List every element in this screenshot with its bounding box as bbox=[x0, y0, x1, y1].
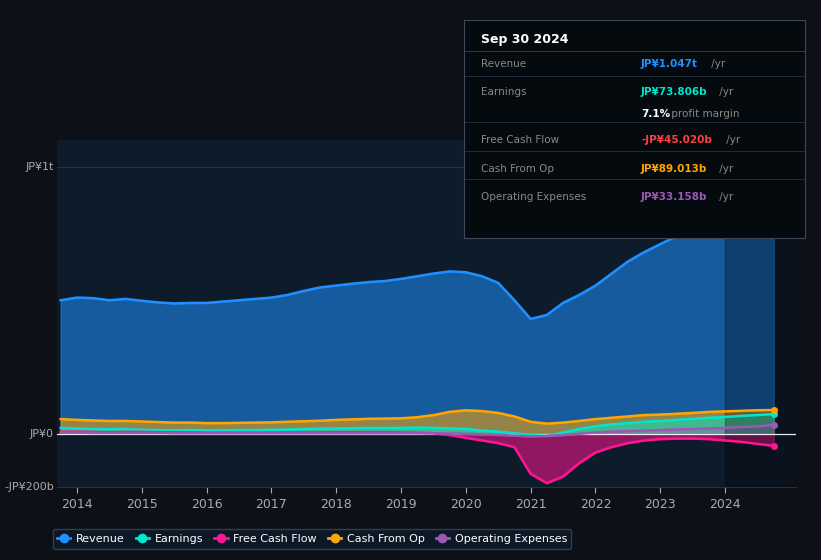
Text: -JP¥200b: -JP¥200b bbox=[4, 482, 54, 492]
Text: Earnings: Earnings bbox=[481, 87, 526, 97]
Text: Cash From Op: Cash From Op bbox=[481, 164, 554, 174]
Text: JP¥1.047t: JP¥1.047t bbox=[641, 59, 698, 69]
Text: JP¥73.806b: JP¥73.806b bbox=[641, 87, 708, 97]
Bar bbox=[725, 140, 796, 487]
Text: JP¥89.013b: JP¥89.013b bbox=[641, 164, 708, 174]
Text: profit margin: profit margin bbox=[668, 109, 740, 119]
Text: JP¥1t: JP¥1t bbox=[25, 162, 54, 172]
Text: 7.1%: 7.1% bbox=[641, 109, 670, 119]
Text: Revenue: Revenue bbox=[481, 59, 526, 69]
Text: /yr: /yr bbox=[723, 136, 741, 146]
Text: Operating Expenses: Operating Expenses bbox=[481, 192, 586, 202]
Text: /yr: /yr bbox=[716, 192, 733, 202]
Text: /yr: /yr bbox=[716, 87, 733, 97]
Text: JP¥0: JP¥0 bbox=[30, 429, 54, 439]
Text: /yr: /yr bbox=[716, 164, 733, 174]
Text: /yr: /yr bbox=[709, 59, 726, 69]
Text: Sep 30 2024: Sep 30 2024 bbox=[481, 32, 568, 46]
Text: Free Cash Flow: Free Cash Flow bbox=[481, 136, 559, 146]
Legend: Revenue, Earnings, Free Cash Flow, Cash From Op, Operating Expenses: Revenue, Earnings, Free Cash Flow, Cash … bbox=[53, 529, 571, 549]
Text: -JP¥45.020b: -JP¥45.020b bbox=[641, 136, 712, 146]
Text: JP¥33.158b: JP¥33.158b bbox=[641, 192, 708, 202]
